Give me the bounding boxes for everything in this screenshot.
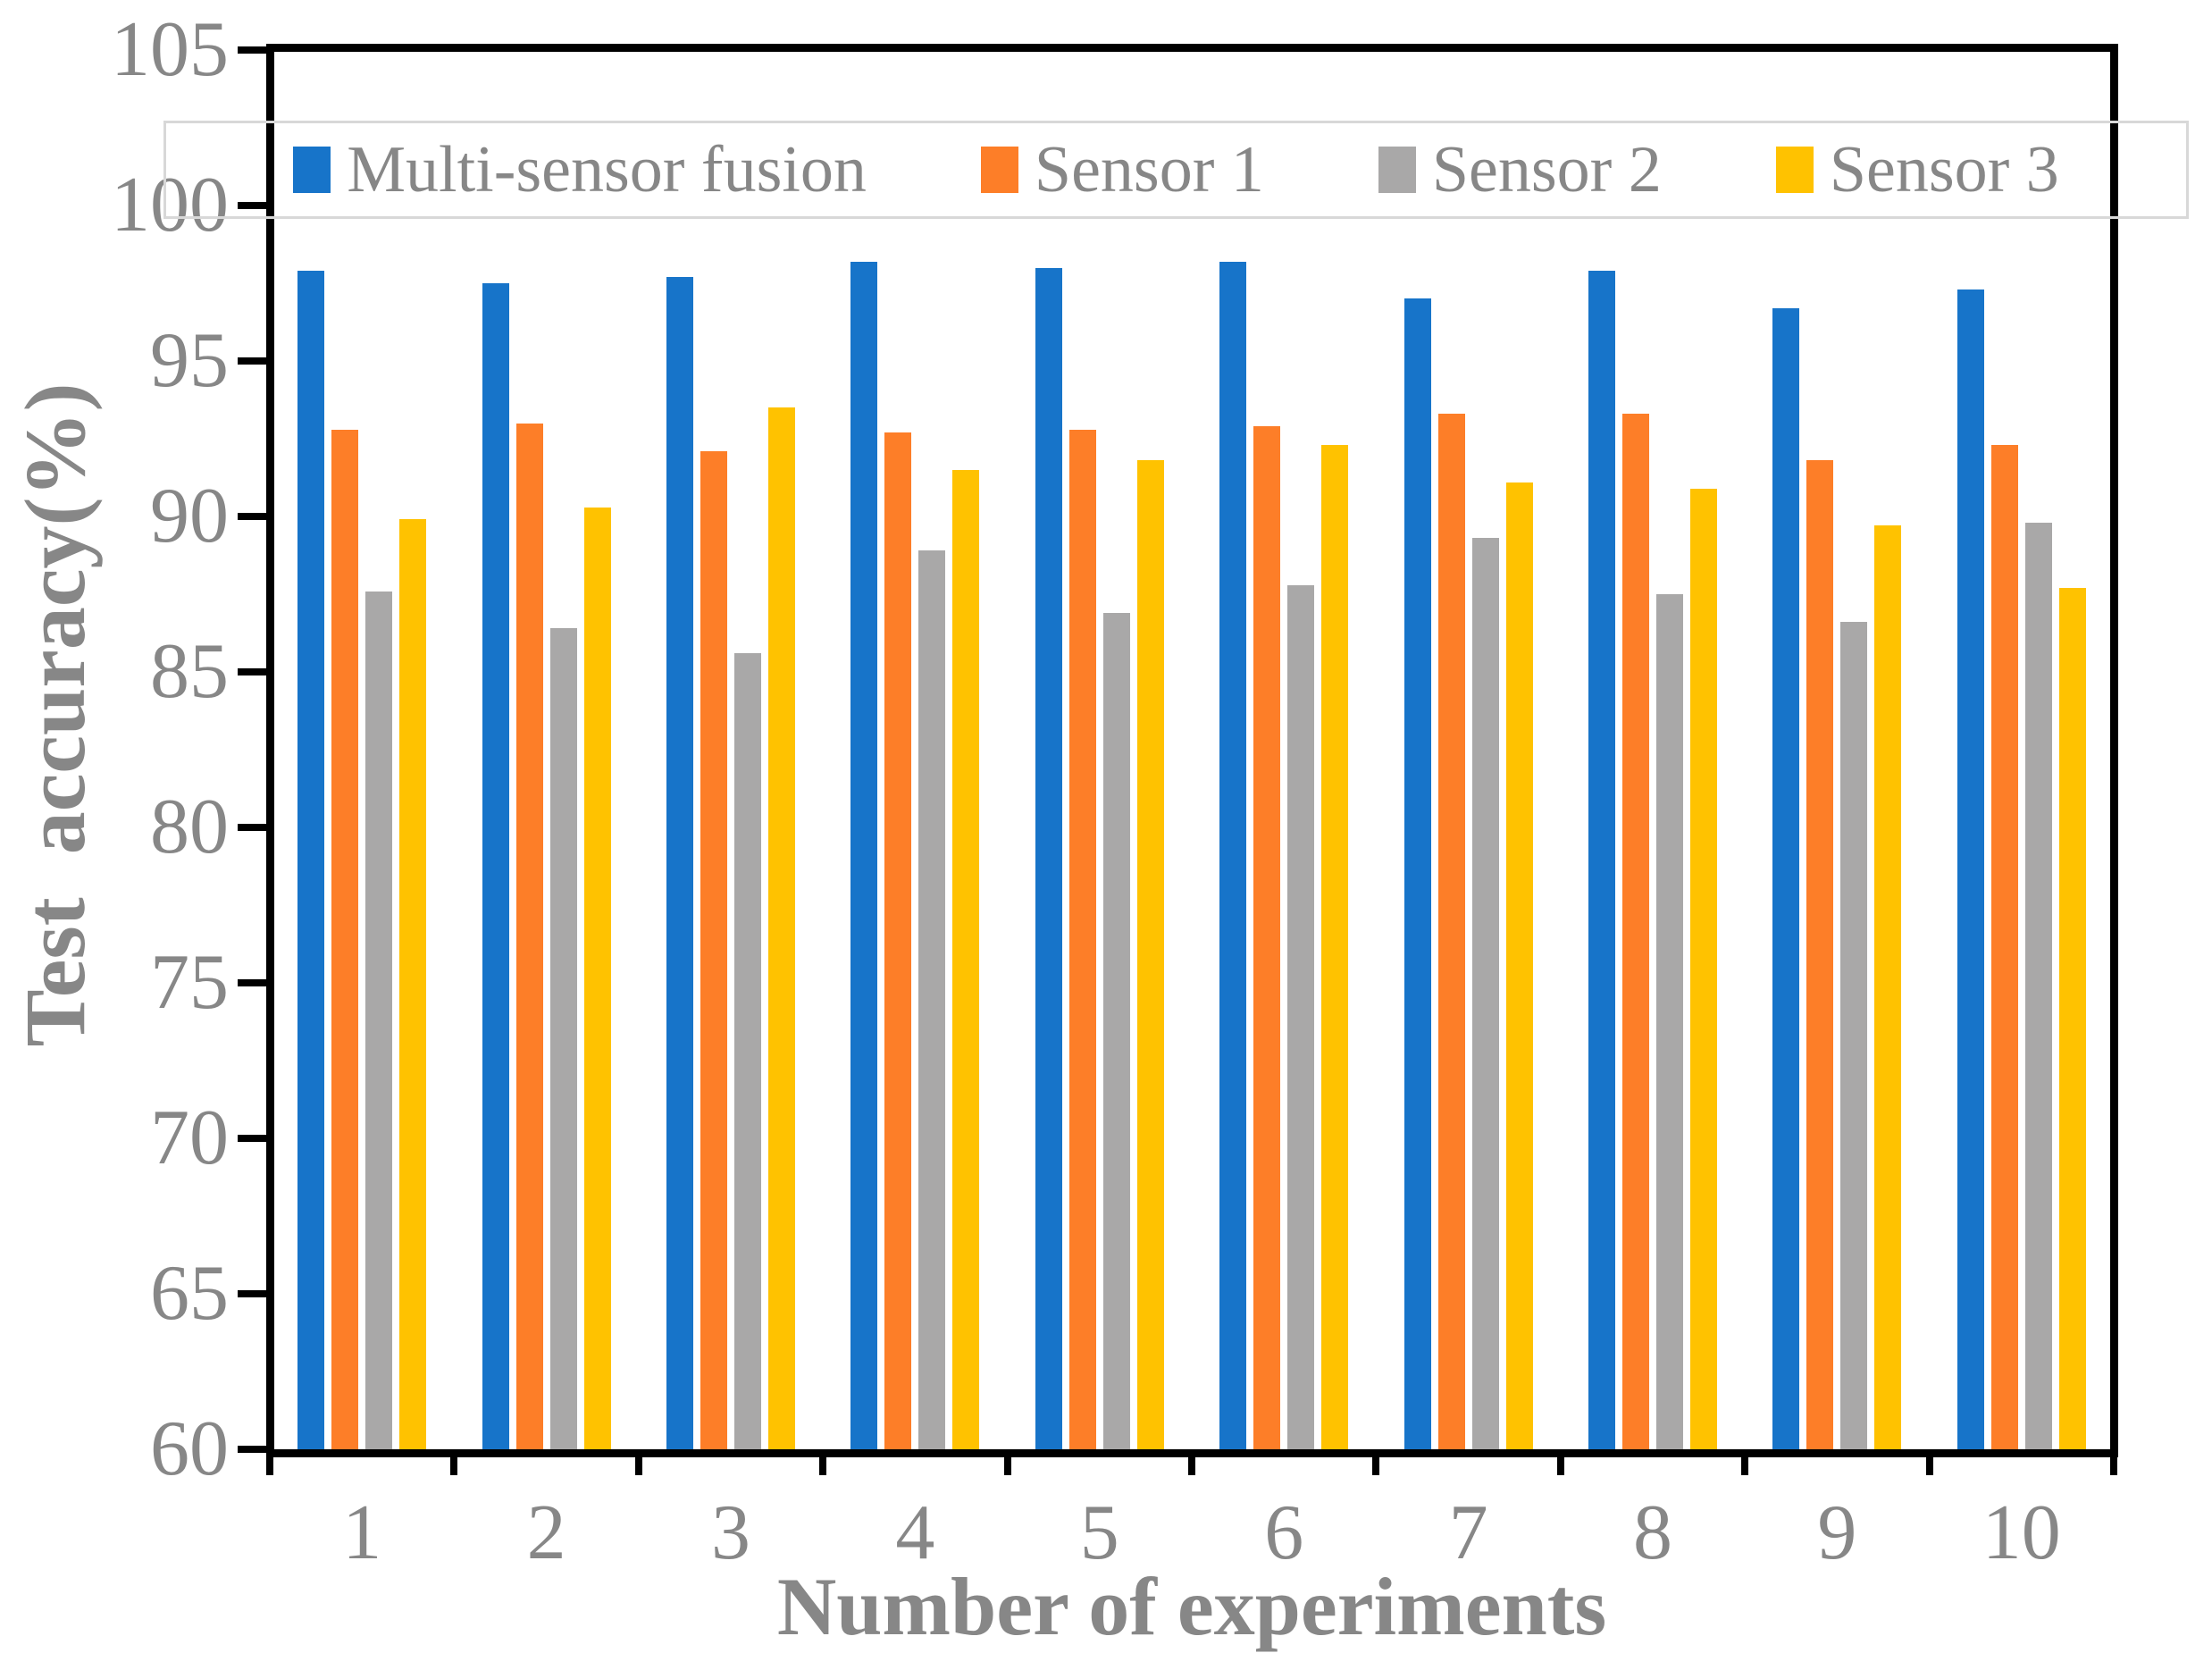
- bar-sensor-2-3: [734, 653, 761, 1449]
- bar-multi-sensor-fusion-9: [1772, 307, 1800, 1449]
- x-axis-tick: [1003, 1449, 1011, 1475]
- bar-sensor-2-9: [1840, 622, 1868, 1449]
- x-axis-tick: [634, 1449, 642, 1475]
- bar-sensor-1-8: [1622, 414, 1649, 1449]
- bar-sensor-3-4: [952, 469, 980, 1449]
- bar-sensor-1-9: [1806, 460, 1834, 1449]
- x-tick-label: 6: [1264, 1489, 1304, 1576]
- y-tick-label: 60: [150, 1405, 229, 1492]
- legend-color-swatch-icon: [1775, 147, 1814, 193]
- y-axis-tick: [238, 1446, 270, 1453]
- x-axis-tick: [1925, 1449, 1933, 1475]
- bar-sensor-1-5: [1068, 429, 1096, 1449]
- y-tick-label: 65: [150, 1250, 229, 1337]
- legend-item-label: Multi-sensor fusion: [347, 133, 867, 206]
- x-tick-label: 3: [711, 1489, 750, 1576]
- bar-sensor-2-4: [918, 550, 946, 1449]
- bar-sensor-3-1: [399, 519, 427, 1449]
- bar-sensor-1-3: [700, 450, 727, 1449]
- legend-color-swatch-icon: [293, 147, 331, 193]
- bar-sensor-1-4: [884, 432, 912, 1449]
- x-axis-tick: [1741, 1449, 1749, 1475]
- y-axis-tick: [238, 1135, 270, 1142]
- x-tick-label: 8: [1633, 1489, 1672, 1576]
- x-tick-label: 2: [526, 1489, 566, 1576]
- bar-sensor-1-10: [1990, 444, 2018, 1449]
- y-axis-tick: [238, 1290, 270, 1297]
- y-tick-label: 70: [150, 1095, 229, 1181]
- legend-item-label: Sensor 2: [1431, 133, 1662, 206]
- plot-area: [266, 44, 2118, 1457]
- bar-sensor-2-6: [1287, 584, 1315, 1449]
- legend-item: Sensor 2: [1378, 137, 1662, 203]
- y-axis-tick: [238, 46, 270, 54]
- y-axis-tick: [238, 357, 270, 365]
- y-axis-tick: [238, 513, 270, 520]
- legend-color-swatch-icon: [980, 147, 1018, 193]
- legend-item: Sensor 1: [980, 133, 1264, 206]
- bar-sensor-2-5: [1102, 612, 1130, 1449]
- bar-sensor-3-7: [1505, 482, 1533, 1449]
- y-tick-label: 95: [150, 317, 229, 404]
- y-axis-tick: [238, 202, 270, 209]
- bar-multi-sensor-fusion-10: [1956, 289, 1984, 1449]
- y-axis-tick: [238, 668, 270, 675]
- bar-sensor-3-3: [768, 407, 795, 1449]
- legend-color-swatch-icon: [1378, 147, 1416, 193]
- x-tick-label: 9: [1817, 1489, 1857, 1576]
- x-tick-label: 4: [895, 1489, 935, 1576]
- x-tick-label: 10: [1982, 1489, 2061, 1576]
- bar-sensor-2-1: [365, 591, 393, 1449]
- y-tick-label: 80: [150, 784, 229, 870]
- x-axis-tick: [450, 1449, 458, 1475]
- x-axis-title: Number of experiments: [776, 1561, 1607, 1652]
- bar-sensor-1-6: [1253, 426, 1281, 1449]
- y-tick-label: 100: [111, 162, 229, 248]
- legend: Multi-sensor fusion Sensor 1 Sensor 2 Senso…: [163, 121, 2189, 219]
- bar-multi-sensor-fusion-8: [1588, 271, 1615, 1449]
- bar-sensor-3-8: [1690, 488, 1717, 1449]
- legend-item: Multi-sensor fusion: [293, 137, 867, 203]
- bar-sensor-3-5: [1136, 460, 1164, 1449]
- bar-multi-sensor-fusion-5: [1035, 267, 1062, 1449]
- bar-sensor-3-2: [583, 507, 611, 1449]
- bar-sensor-1-1: [331, 429, 359, 1449]
- bar-multi-sensor-fusion-7: [1403, 298, 1431, 1449]
- bar-sensor-3-6: [1321, 444, 1349, 1449]
- bar-sensor-3-9: [1874, 525, 1902, 1449]
- x-tick-label: 1: [342, 1489, 382, 1576]
- bar-multi-sensor-fusion-2: [482, 283, 509, 1449]
- y-tick-label: 90: [150, 473, 229, 559]
- bar-multi-sensor-fusion-6: [1219, 261, 1247, 1449]
- y-tick-label: 75: [150, 939, 229, 1026]
- bar-multi-sensor-fusion-4: [850, 261, 878, 1449]
- bar-multi-sensor-fusion-1: [297, 271, 325, 1449]
- bar-sensor-2-7: [1471, 538, 1499, 1449]
- x-axis-tick: [1372, 1449, 1380, 1475]
- bar-multi-sensor-fusion-3: [666, 277, 693, 1449]
- legend-item-label: Sensor 1: [1034, 133, 1264, 206]
- x-axis-tick: [1556, 1449, 1564, 1475]
- y-axis-tick: [238, 979, 270, 986]
- x-axis-tick: [266, 1449, 273, 1475]
- bar-sensor-3-10: [2058, 588, 2086, 1449]
- bar-sensor-2-2: [549, 628, 577, 1449]
- y-tick-label: 85: [150, 628, 229, 715]
- y-axis-tick: [238, 824, 270, 831]
- x-tick-label: 7: [1448, 1489, 1488, 1576]
- bar-sensor-2-10: [2024, 522, 2052, 1449]
- x-axis-tick: [2110, 1449, 2117, 1475]
- y-tick-label: 105: [111, 6, 229, 93]
- bar-sensor-1-2: [515, 423, 543, 1449]
- legend-item: Sensor 3: [1775, 133, 2059, 206]
- x-axis-tick: [1188, 1449, 1195, 1475]
- x-tick-label: 5: [1079, 1489, 1119, 1576]
- x-axis-tick: [819, 1449, 827, 1475]
- bar-sensor-2-8: [1656, 594, 1683, 1449]
- legend-item-label: Sensor 3: [1829, 133, 2059, 206]
- bar-sensor-1-7: [1437, 414, 1465, 1449]
